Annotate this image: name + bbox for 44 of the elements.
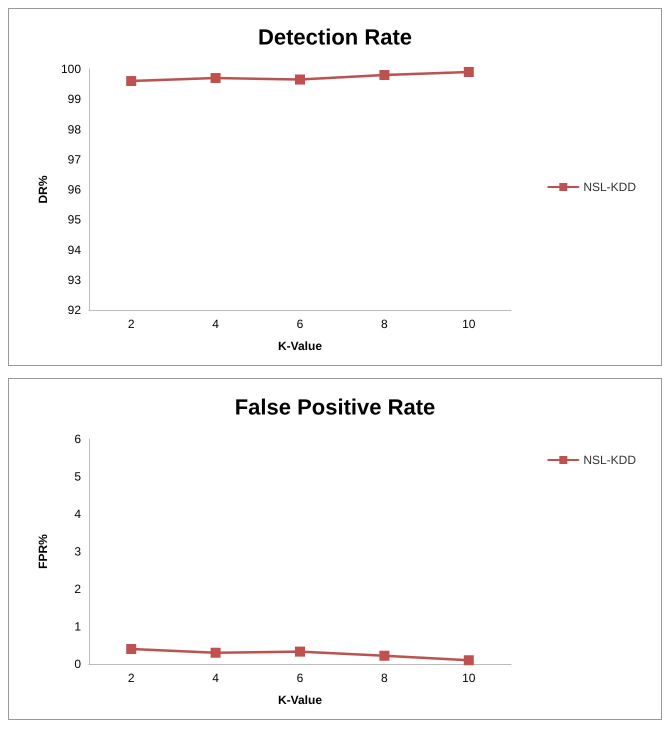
- x-tick-label: 4: [212, 671, 220, 685]
- legend-label: NSL-KDD: [583, 453, 636, 467]
- point: [295, 646, 305, 657]
- y-tick-label: 3: [74, 544, 82, 558]
- x-axis-title: K-Value: [278, 339, 322, 353]
- y-tick-label: 93: [68, 272, 82, 287]
- chart-title: Detection Rate: [258, 24, 412, 50]
- point: [379, 70, 390, 80]
- x-tick-label: 2: [128, 317, 135, 331]
- point: [126, 76, 136, 86]
- y-tick-label: 92: [68, 303, 82, 317]
- chart-title: False Positive Rate: [234, 394, 436, 420]
- y-axis-title: FPR%: [36, 534, 50, 569]
- y-tick-label: 6: [74, 432, 82, 446]
- y-tick-label: 94: [68, 242, 82, 257]
- x-tick-label: 10: [462, 671, 476, 685]
- y-tick-label: 99: [68, 92, 82, 106]
- x-tick-label: 6: [296, 671, 304, 685]
- y-tick-label: 0: [74, 657, 82, 671]
- y-tick-label: 98: [68, 122, 82, 136]
- y-tick-label: 1: [74, 620, 82, 634]
- x-tick-label: 4: [212, 317, 220, 331]
- point: [379, 650, 390, 661]
- y-tick-label: 97: [68, 152, 82, 166]
- y-tick-label: 100: [60, 62, 82, 76]
- point: [464, 67, 474, 78]
- legend-label: NSL-KDD: [583, 180, 636, 194]
- y-axis-title: DR%: [36, 175, 50, 204]
- x-axis-title: K-Value: [278, 693, 322, 707]
- x-tick-label: 2: [128, 671, 135, 685]
- point: [464, 655, 474, 666]
- y-tick-label: 96: [68, 182, 82, 196]
- y-tick-label: 95: [68, 212, 82, 227]
- x-tick-label: 8: [381, 671, 388, 685]
- y-tick-label: 4: [74, 507, 82, 521]
- point: [126, 644, 136, 654]
- x-tick-label: 10: [462, 317, 476, 331]
- point: [295, 74, 305, 85]
- y-tick-label: 2: [74, 582, 82, 596]
- point: [210, 73, 221, 84]
- y-tick-label: 5: [74, 470, 82, 484]
- point: [210, 648, 221, 658]
- x-tick-label: 6: [296, 317, 304, 331]
- x-tick-label: 8: [381, 317, 388, 331]
